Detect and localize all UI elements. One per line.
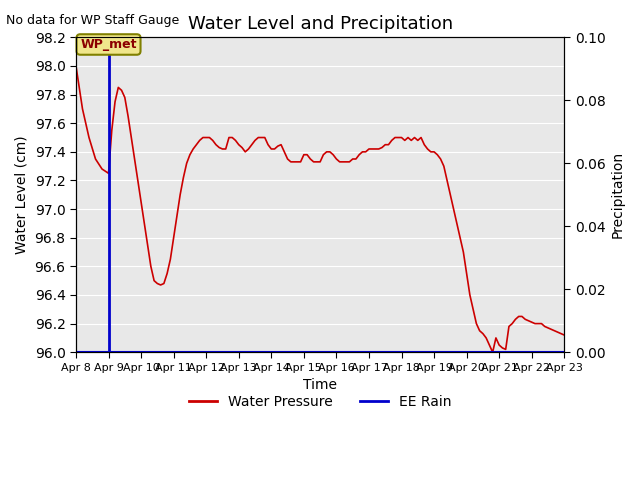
Legend: Water Pressure, EE Rain: Water Pressure, EE Rain — [183, 389, 457, 415]
Water Pressure — [144, 242, 152, 248]
Y-axis label: Water Level (cm): Water Level (cm) — [15, 135, 29, 254]
Title: Water Level and Precipitation: Water Level and Precipitation — [188, 15, 452, 33]
Text: No data for WP Staff Gauge: No data for WP Staff Gauge — [6, 14, 180, 27]
Line: Water Pressure: Water Pressure — [76, 66, 564, 352]
Water Pressure — [365, 146, 372, 152]
Y-axis label: Precipitation: Precipitation — [611, 151, 625, 239]
X-axis label: Time: Time — [303, 378, 337, 392]
Water Pressure — [326, 149, 333, 155]
Water Pressure — [561, 332, 568, 338]
Water Pressure — [489, 349, 497, 355]
Water Pressure — [202, 135, 210, 141]
Water Pressure — [222, 146, 230, 152]
Water Pressure — [205, 135, 213, 141]
Text: WP_met: WP_met — [80, 38, 137, 51]
Water Pressure — [72, 63, 80, 69]
